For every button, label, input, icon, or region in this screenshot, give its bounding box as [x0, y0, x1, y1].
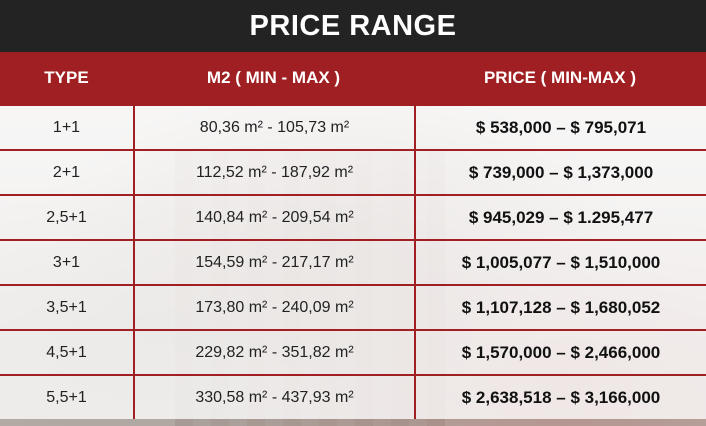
page-title: PRICE RANGE — [249, 9, 457, 42]
type-cell: 4,5+1 — [0, 331, 133, 374]
title-bar: PRICE RANGE — [0, 0, 706, 52]
table-row: 4,5+1 229,82 m² - 351,82 m² $ 1,570,000 … — [0, 329, 706, 374]
header-m2: M2 ( MIN - MAX ) — [206, 68, 341, 87]
table-row: 2,5+1 140,84 m² - 209,54 m² $ 945,029 – … — [0, 194, 706, 239]
m2-cell: 80,36 m² - 105,73 m² — [133, 106, 414, 149]
type-cell: 3,5+1 — [0, 286, 133, 329]
type-cell: 2,5+1 — [0, 196, 133, 239]
header-type: TYPE — [44, 68, 89, 87]
table-header: TYPE M2 ( MIN - MAX ) PRICE ( MIN-MAX ) — [0, 52, 706, 104]
price-cell: $ 739,000 – $ 1,373,000 — [414, 151, 706, 194]
price-cell: $ 1,107,128 – $ 1,680,052 — [414, 286, 706, 329]
type-cell: 5,5+1 — [0, 376, 133, 419]
m2-cell: 154,59 m² - 217,17 m² — [133, 241, 414, 284]
type-cell: 1+1 — [0, 106, 133, 149]
m2-cell: 112,52 m² - 187,92 m² — [133, 151, 414, 194]
m2-cell: 173,80 m² - 240,09 m² — [133, 286, 414, 329]
header-price: PRICE ( MIN-MAX ) — [483, 68, 637, 87]
type-cell: 2+1 — [0, 151, 133, 194]
price-table: 1+1 80,36 m² - 105,73 m² $ 538,000 – $ 7… — [0, 104, 706, 419]
table-row: 5,5+1 330,58 m² - 437,93 m² $ 2,638,518 … — [0, 374, 706, 419]
price-cell: $ 1,570,000 – $ 2,466,000 — [414, 331, 706, 374]
m2-cell: 140,84 m² - 209,54 m² — [133, 196, 414, 239]
m2-cell: 229,82 m² - 351,82 m² — [133, 331, 414, 374]
price-cell: $ 2,638,518 – $ 3,166,000 — [414, 376, 706, 419]
m2-cell: 330,58 m² - 437,93 m² — [133, 376, 414, 419]
table-row: 1+1 80,36 m² - 105,73 m² $ 538,000 – $ 7… — [0, 104, 706, 149]
price-cell: $ 945,029 – $ 1.295,477 — [414, 196, 706, 239]
price-cell: $ 538,000 – $ 795,071 — [414, 106, 706, 149]
price-cell: $ 1,005,077 – $ 1,510,000 — [414, 241, 706, 284]
table-row: 3+1 154,59 m² - 217,17 m² $ 1,005,077 – … — [0, 239, 706, 284]
table-row: 2+1 112,52 m² - 187,92 m² $ 739,000 – $ … — [0, 149, 706, 194]
type-cell: 3+1 — [0, 241, 133, 284]
table-row: 3,5+1 173,80 m² - 240,09 m² $ 1,107,128 … — [0, 284, 706, 329]
